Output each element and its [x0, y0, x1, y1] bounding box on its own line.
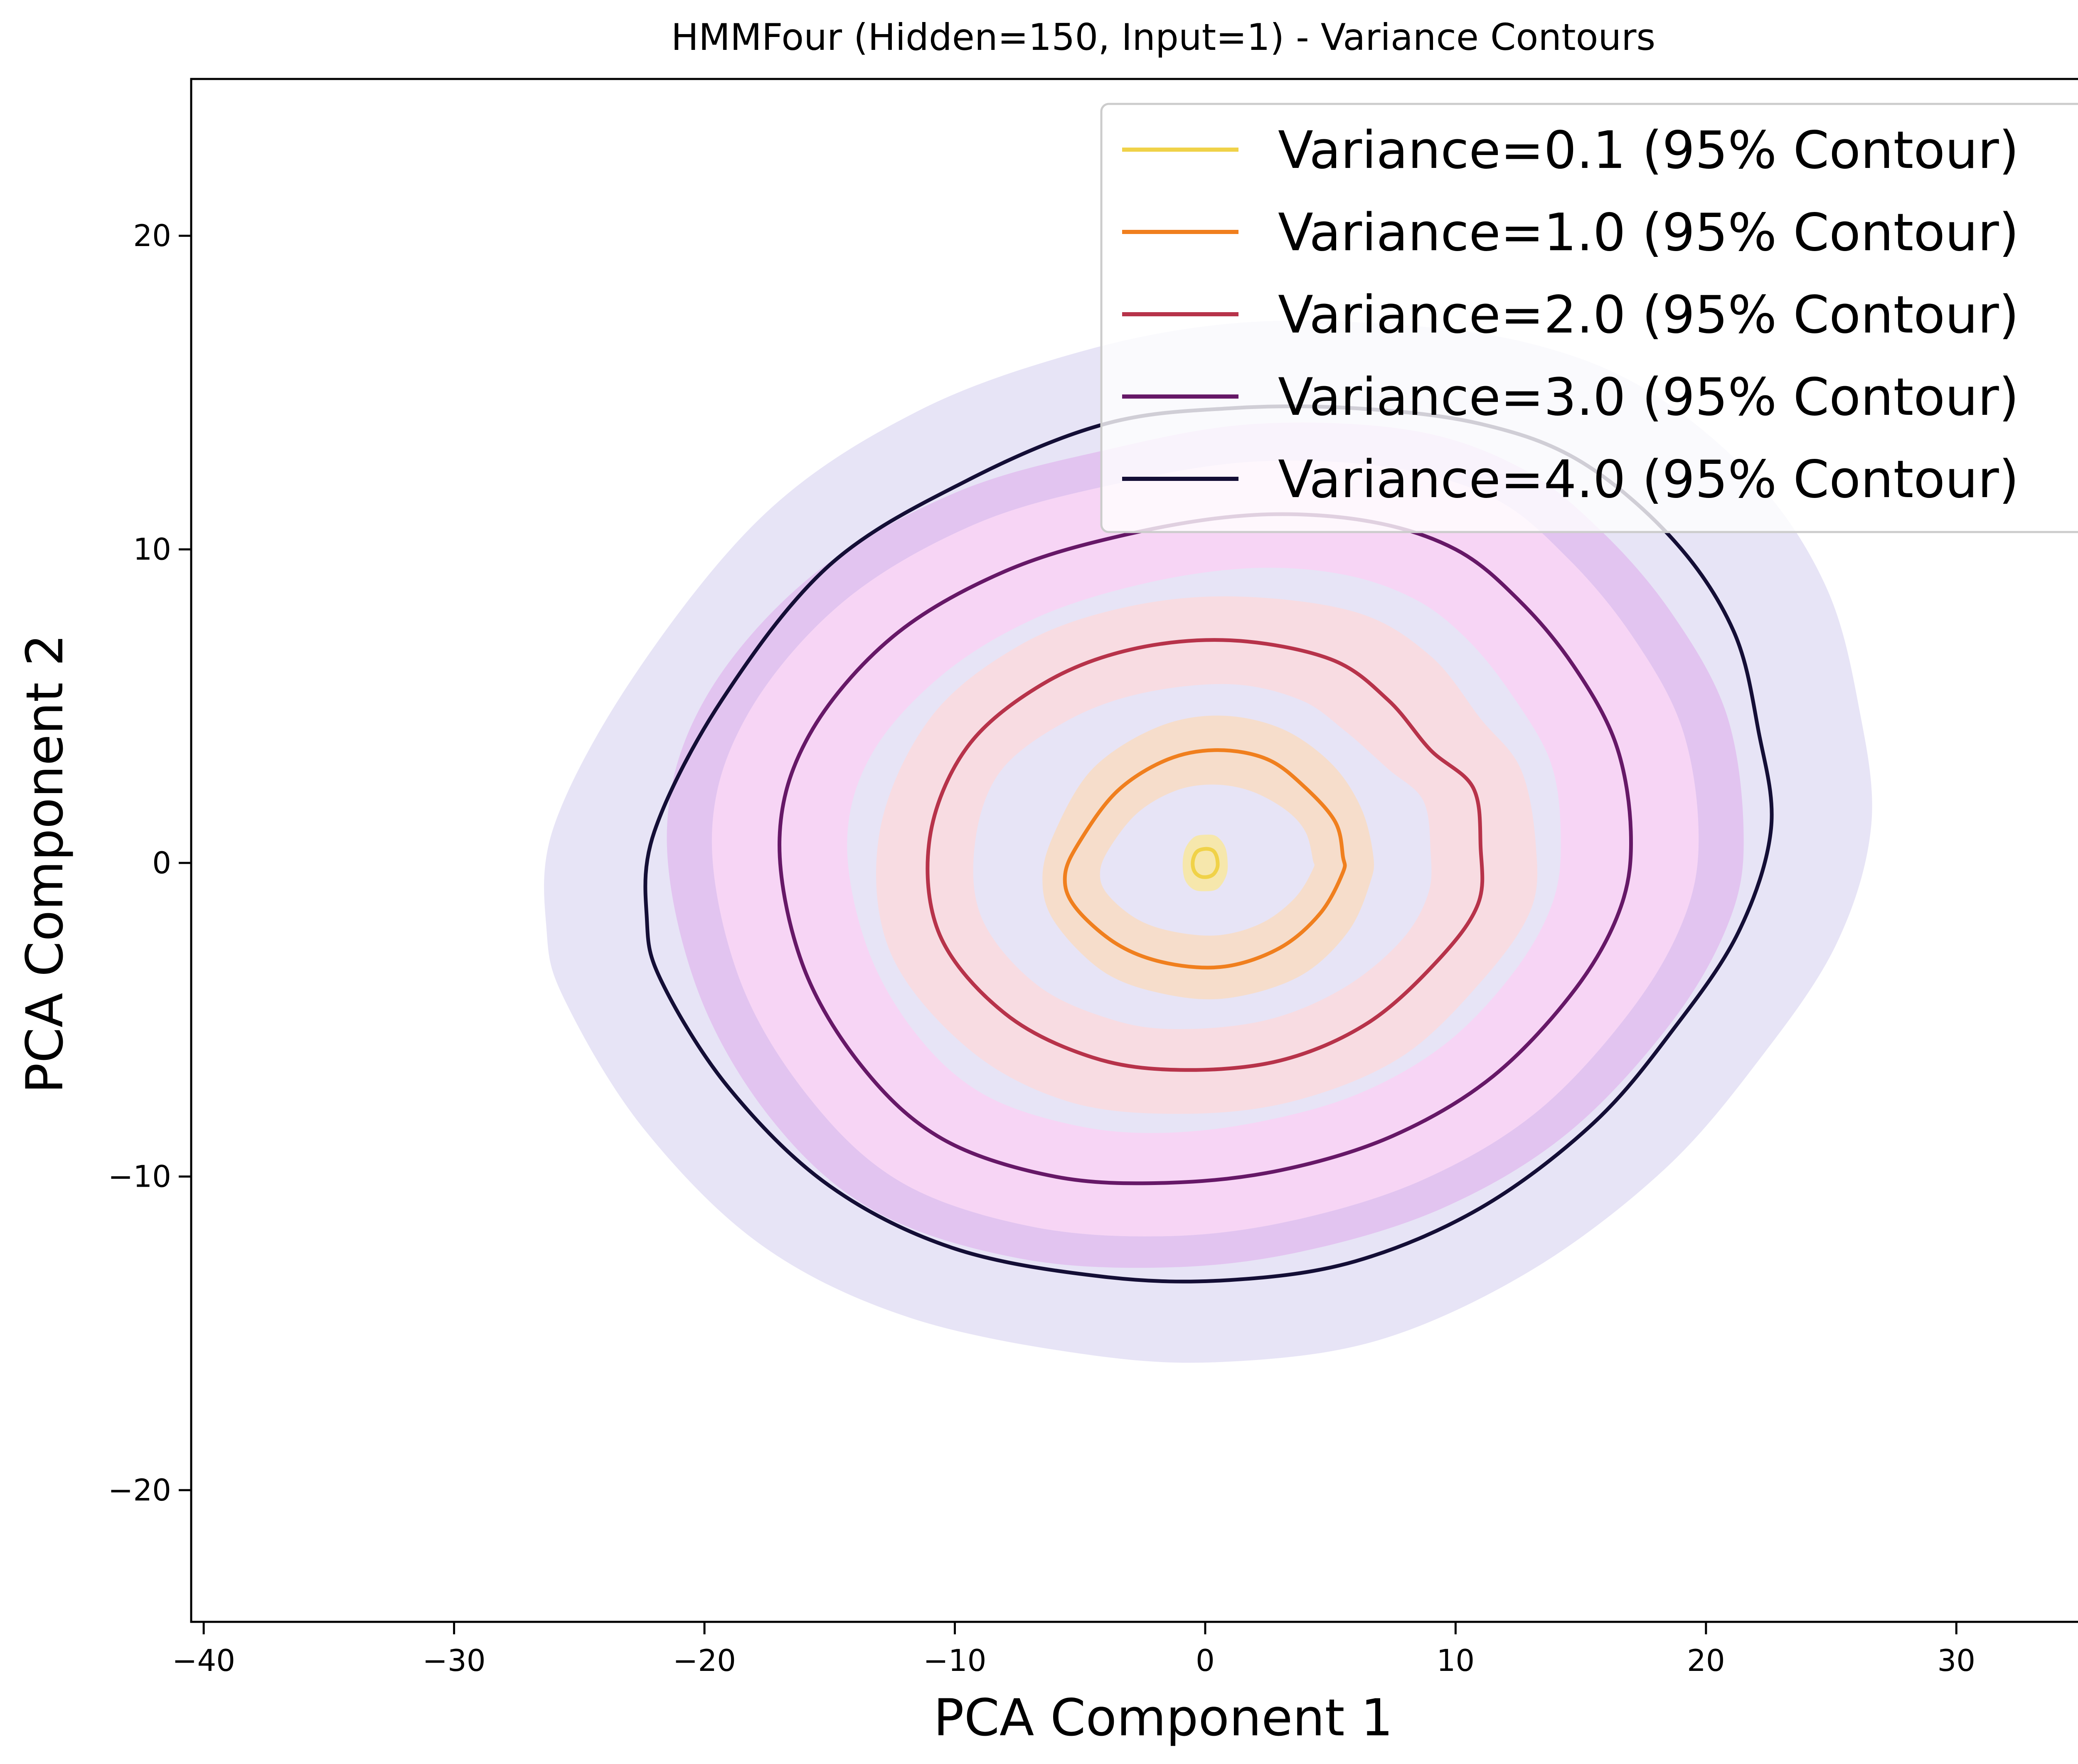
plot-frame	[190, 78, 2078, 1623]
contour-band	[712, 461, 1699, 1237]
y-axis-label: PCA Component 2	[15, 634, 74, 1094]
y-tick-label: 10	[133, 532, 171, 567]
contour-band	[1182, 834, 1228, 892]
contour-line-3	[778, 512, 1633, 1185]
legend-label: Variance=3.0 (95% Contour)	[1278, 367, 2019, 427]
contour-bands	[544, 320, 1872, 1363]
x-axis-label: PCA Component 1	[933, 1688, 1393, 1747]
legend-label: Variance=1.0 (95% Contour)	[1278, 203, 2019, 263]
x-tick-label: −30	[423, 1643, 486, 1678]
x-tick-label: 20	[1687, 1643, 1725, 1678]
legend-label: Variance=2.0 (95% Contour)	[1278, 285, 2019, 345]
x-axis-ticks: −40 −30 −20 −10 0 10 20 30	[172, 1622, 1975, 1678]
y-tick-label: 0	[152, 845, 171, 880]
contour-line-0	[1191, 847, 1220, 879]
contour-line-1	[1063, 748, 1347, 970]
y-tick-label: 20	[133, 218, 171, 253]
chart-title: HMMFour (Hidden=150, Input=1) - Variance…	[671, 16, 1655, 59]
x-tick-label: −10	[923, 1643, 987, 1678]
legend-label: Variance=4.0 (95% Contour)	[1278, 450, 2019, 510]
contour-line-2	[926, 638, 1485, 1072]
legend-frame	[1100, 103, 2078, 533]
x-tick-label: −40	[172, 1643, 235, 1678]
y-axis-ticks: −20 −10 0 10 20	[108, 218, 191, 1508]
legend: Variance=0.1 (95% Contour) Variance=1.0 (…	[1100, 103, 2078, 533]
x-tick-label: 0	[1196, 1643, 1215, 1678]
x-tick-label: −20	[673, 1643, 736, 1678]
y-tick-label: −10	[108, 1159, 171, 1194]
x-tick-label: 30	[1937, 1643, 1975, 1678]
contour-band	[876, 596, 1538, 1114]
legend-label: Variance=0.1 (95% Contour)	[1278, 121, 2019, 180]
x-tick-label: 10	[1437, 1643, 1475, 1678]
y-tick-label: −20	[108, 1473, 171, 1508]
